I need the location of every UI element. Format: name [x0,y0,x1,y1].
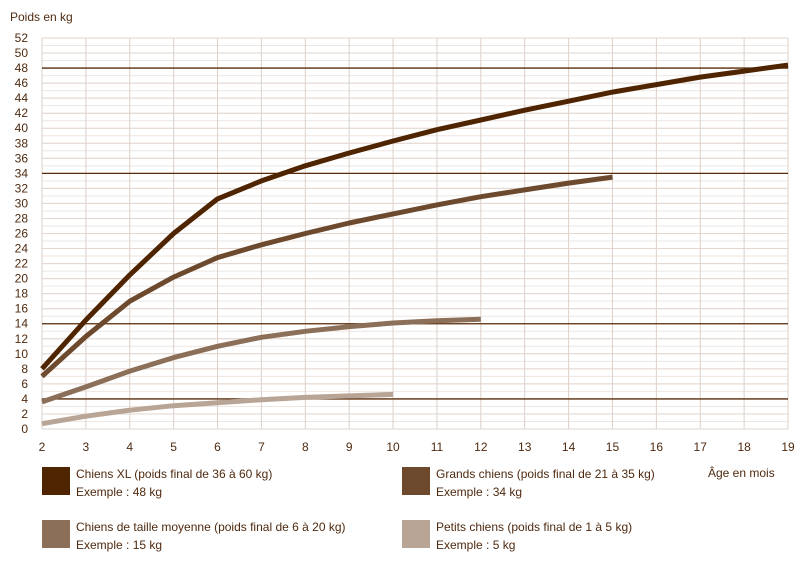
y-tick-label: 34 [15,166,29,180]
x-tick-label: 3 [83,440,90,454]
series-line [40,62,789,371]
y-tick-label: 8 [21,362,28,376]
series-line [41,391,394,427]
y-tick-label: 44 [15,91,29,105]
legend-swatch [402,520,430,548]
y-tick-label: 30 [15,196,29,210]
x-tick-label: 16 [650,440,664,454]
legend-example: Exemple : 15 kg [76,538,163,552]
y-tick-label: 4 [21,392,28,406]
x-tick-label: 11 [431,440,444,454]
y-tick-label: 38 [15,136,29,150]
x-tick-label: 12 [474,440,488,454]
x-tick-label: 4 [126,440,133,454]
x-tick-label: 5 [170,440,177,454]
y-tick-label: 22 [15,257,29,271]
x-tick-label: 13 [518,440,532,454]
y-tick-label: 28 [15,211,29,225]
legend-label: Petits chiens (poids final de 1 à 5 kg) [436,520,633,534]
y-tick-label: 2 [21,407,28,421]
x-tick-label: 18 [737,440,751,454]
legend-example: Exemple : 5 kg [436,538,516,552]
x-tick-label: 15 [606,440,620,454]
legend-item-large: Grands chiens (poids final de 21 à 35 kg… [402,465,655,501]
x-tick-label: 8 [302,440,309,454]
x-tick-label: 9 [346,440,353,454]
y-tick-label: 40 [15,121,29,135]
x-tick-label: 17 [694,440,708,454]
legend-example: Exemple : 48 kg [76,485,163,499]
y-axis-label: Poids en kg [10,10,73,24]
y-tick-label: 0 [21,422,28,436]
legend-example: Exemple : 34 kg [436,485,523,499]
x-axis-label: Âge en mois [708,466,775,480]
legend-item-small: Petits chiens (poids final de 1 à 5 kg) E… [402,518,632,554]
y-tick-label: 26 [15,227,29,241]
legend-item-medium: Chiens de taille moyenne (poids final de… [42,518,346,554]
legend-item-xl: Chiens XL (poids final de 36 à 60 kg) Exe… [42,465,272,501]
y-tick-label: 14 [15,317,29,331]
y-tick-label: 6 [21,377,28,391]
legend-swatch [42,520,70,548]
x-tick-label: 19 [781,440,795,454]
y-tick-label: 24 [15,242,29,256]
y-tick-label: 52 [15,31,29,45]
y-tick-label: 46 [15,76,29,90]
legend-label: Chiens de taille moyenne (poids final de… [76,520,346,534]
y-tick-label: 48 [15,61,29,75]
y-tick-label: 12 [15,332,29,346]
x-tick-label: 10 [386,440,400,454]
y-tick-label: 50 [15,46,29,60]
x-tick-label: 7 [258,440,265,454]
x-tick-label: 6 [214,440,221,454]
series-line [40,174,613,379]
y-tick-label: 16 [15,302,29,316]
y-tick-label: 10 [15,347,29,361]
legend-label: Chiens XL (poids final de 36 à 60 kg) [76,467,273,481]
y-tick-label: 18 [15,287,29,301]
y-tick-label: 36 [15,151,29,165]
series-line [41,316,481,405]
legend-label: Grands chiens (poids final de 21 à 35 kg… [436,467,655,481]
x-tick-label: 2 [39,440,46,454]
legend-swatch [402,467,430,495]
y-tick-label: 42 [15,106,29,120]
y-tick-label: 32 [15,181,29,195]
y-tick-label: 20 [15,272,29,286]
legend-swatch [42,467,70,495]
x-tick-label: 14 [562,440,576,454]
